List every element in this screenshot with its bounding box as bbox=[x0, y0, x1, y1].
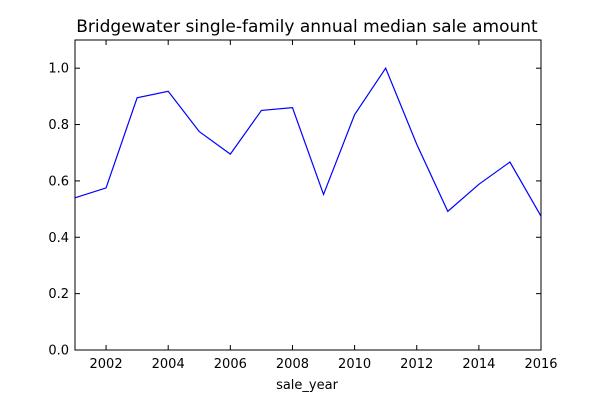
y-tick-label: 1.0 bbox=[48, 62, 69, 77]
x-tick-label: 2002 bbox=[90, 357, 123, 372]
x-tick-label: 2010 bbox=[338, 357, 371, 372]
plot-frame bbox=[74, 39, 542, 351]
x-tick-label: 2008 bbox=[276, 357, 309, 372]
y-tick-label: 0.2 bbox=[48, 287, 69, 302]
y-tick-label: 0.6 bbox=[48, 174, 69, 189]
x-axis-label: sale_year bbox=[276, 378, 339, 393]
series-line bbox=[74, 66, 542, 217]
x-tick-label: 2006 bbox=[214, 357, 247, 372]
x-tick-label: 2014 bbox=[462, 357, 495, 372]
chart-title: Bridgewater single-family annual median … bbox=[76, 17, 538, 37]
x-tick-label: 2012 bbox=[400, 357, 433, 372]
x-tick-label: 2004 bbox=[152, 357, 185, 372]
y-tick-label: 0.0 bbox=[48, 344, 69, 359]
y-tick-label: 0.8 bbox=[48, 118, 69, 133]
x-tick-label: 2016 bbox=[524, 357, 557, 372]
plot-layer: 2002 2004 2006 2008 2010 2012 2014 2016 0.0 0.2 0.… bbox=[48, 39, 558, 372]
y-tick-label: 0.4 bbox=[48, 231, 69, 246]
